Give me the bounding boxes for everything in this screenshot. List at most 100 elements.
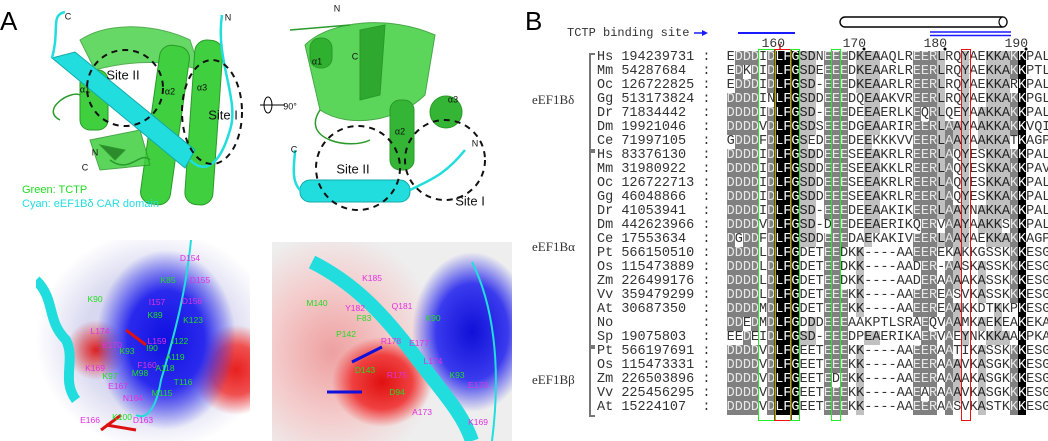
residue: A [872,50,881,65]
residue: V [937,330,946,345]
residue: E [1026,288,1035,303]
residue: D [742,260,751,275]
residue: D [750,288,760,303]
residue: L [775,148,784,163]
sequence: DGDDFDLFGSDDEEEDAEKAKIVEERLAAYAEKKAKKAGP [726,232,1048,247]
residue: E [831,218,840,233]
residue: V [759,400,768,415]
residue: K [1018,372,1027,387]
residue: A [1034,106,1043,121]
residue: K [848,302,857,317]
residue: A [1034,218,1043,233]
residue: E [823,288,832,303]
residue: L [775,344,784,359]
residue: E [823,400,832,415]
alignment-row: At 15224107 : DDDDVDLFGEETEEEKK----AAEER… [597,401,1048,415]
residue: - [864,372,873,387]
residue: E [920,64,929,79]
residue: S [848,148,857,163]
residue: E [920,120,929,135]
sequence-id: 442623966 [621,218,695,233]
residue: A [872,120,881,135]
residue: S [799,190,808,205]
residue: D [807,92,816,107]
residue: D [726,302,735,317]
sequence: DDDDVDLFGEETEDEKK----AAEERAAAAKASGKKKESG [726,372,1048,387]
residue: G [993,358,1002,373]
residue: D [726,190,735,205]
residue: L [759,274,768,289]
residue: Q [953,190,962,205]
residue: E [920,302,929,317]
residue: D [750,64,760,79]
residue: E [799,400,808,415]
residue: P [1026,78,1035,93]
residue: D [742,400,751,415]
residue: - [888,344,897,359]
residue: A [872,106,881,121]
residue: K [848,344,857,359]
residue: - [872,358,881,373]
residue: D [807,330,816,345]
residue: E [823,316,832,331]
residue: D [734,106,743,121]
residue: E [864,232,873,247]
residue: S [1034,260,1043,275]
residue: N [969,204,978,219]
residue: Y [961,330,970,345]
residue: L [775,190,784,205]
residue: E [920,162,929,177]
residue: D [767,372,776,387]
residue: D [767,78,776,93]
residue: D [807,106,816,121]
residue: D [726,260,735,275]
sequence-id: 19921046 [621,120,687,135]
sequence-id: 83376130 [621,148,687,163]
residue: E [807,386,816,401]
residue: E [920,78,929,93]
residue: A [1009,316,1019,331]
residue: K [1009,92,1019,107]
residue: K [985,134,994,149]
residue: F [783,372,792,387]
residue: K [1018,120,1027,135]
residue: K [969,358,978,373]
rotation-label: 90° [283,101,297,112]
residue: A [953,302,962,317]
sequence-id: 71834442 [621,106,687,121]
residue: K [1018,218,1027,233]
residue: R [928,78,938,93]
residue: E [864,330,873,345]
residue: D [799,302,808,317]
residue: A [896,274,905,289]
residue: A [953,260,962,275]
residue: D [734,218,743,233]
structure-label-α1: α1 [79,84,91,95]
residue: L [1042,204,1048,219]
residue: K [993,64,1002,79]
residue: E [823,64,832,79]
residue: A [856,232,865,247]
residue: - [864,246,873,261]
residue: A [896,288,905,303]
residue: S [961,260,970,275]
residue: E [831,400,840,415]
residue: R [904,50,913,65]
residue: A [953,232,962,247]
residue: Q [953,92,962,107]
residue: K [1018,330,1027,345]
alignment-row: Oc 126722713 : DDDDIDLFGSDDEEESEEAKRLREE… [597,177,1048,191]
structure-label-n: N [91,147,99,158]
residue: S [977,176,986,191]
residue: S [1034,372,1043,387]
residue-label-k169: K169 [85,362,105,373]
residue: A [937,372,946,387]
residue: G [791,134,800,149]
residue: - [864,302,873,317]
residue: L [896,176,905,191]
residue: I [759,106,768,121]
residue: E [1026,274,1035,289]
sequence-id: 71997105 [621,134,687,149]
residue: D [767,288,776,303]
residue: F [783,316,792,331]
